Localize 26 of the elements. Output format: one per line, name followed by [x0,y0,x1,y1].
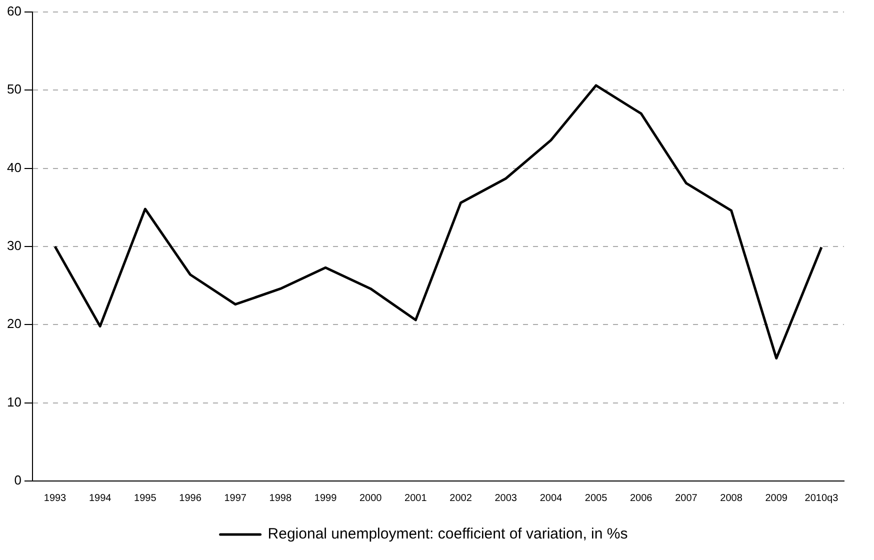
x-tick-label: 1993 [44,492,67,504]
y-tick-label: 20 [6,316,22,332]
y-tick-label: 0 [14,472,22,488]
y-tick-label: 10 [6,394,22,410]
x-tick-label: 2004 [540,492,563,504]
x-tick-label: 2007 [675,492,698,504]
x-tick-label: 1994 [88,492,112,504]
y-tick-label: 40 [6,160,22,175]
x-tick-label: 2001 [404,492,428,504]
x-tick-label: 2005 [584,492,608,504]
x-tick-label: 1998 [269,492,292,504]
legend-label: Regional unemployment: coefficient of variation, in %s [268,526,628,543]
y-tick-label: 60 [6,4,22,19]
x-tick-label: 1996 [179,492,202,504]
x-tick-label: 2002 [450,492,472,504]
x-tick-label: 2000 [359,492,382,504]
x-tick-label: 2008 [720,492,743,504]
y-tick-label: 30 [6,238,22,254]
x-tick-label: 2009 [765,492,788,504]
x-tick-label: 1999 [314,492,338,504]
x-tick-label: 1995 [134,492,157,504]
x-tick-label: 1997 [224,492,247,504]
x-tick-label: 2006 [630,492,653,504]
x-tick-label: 2010q3 [804,492,839,504]
x-tick-label: 2003 [494,492,518,504]
y-tick-label: 50 [6,82,22,97]
